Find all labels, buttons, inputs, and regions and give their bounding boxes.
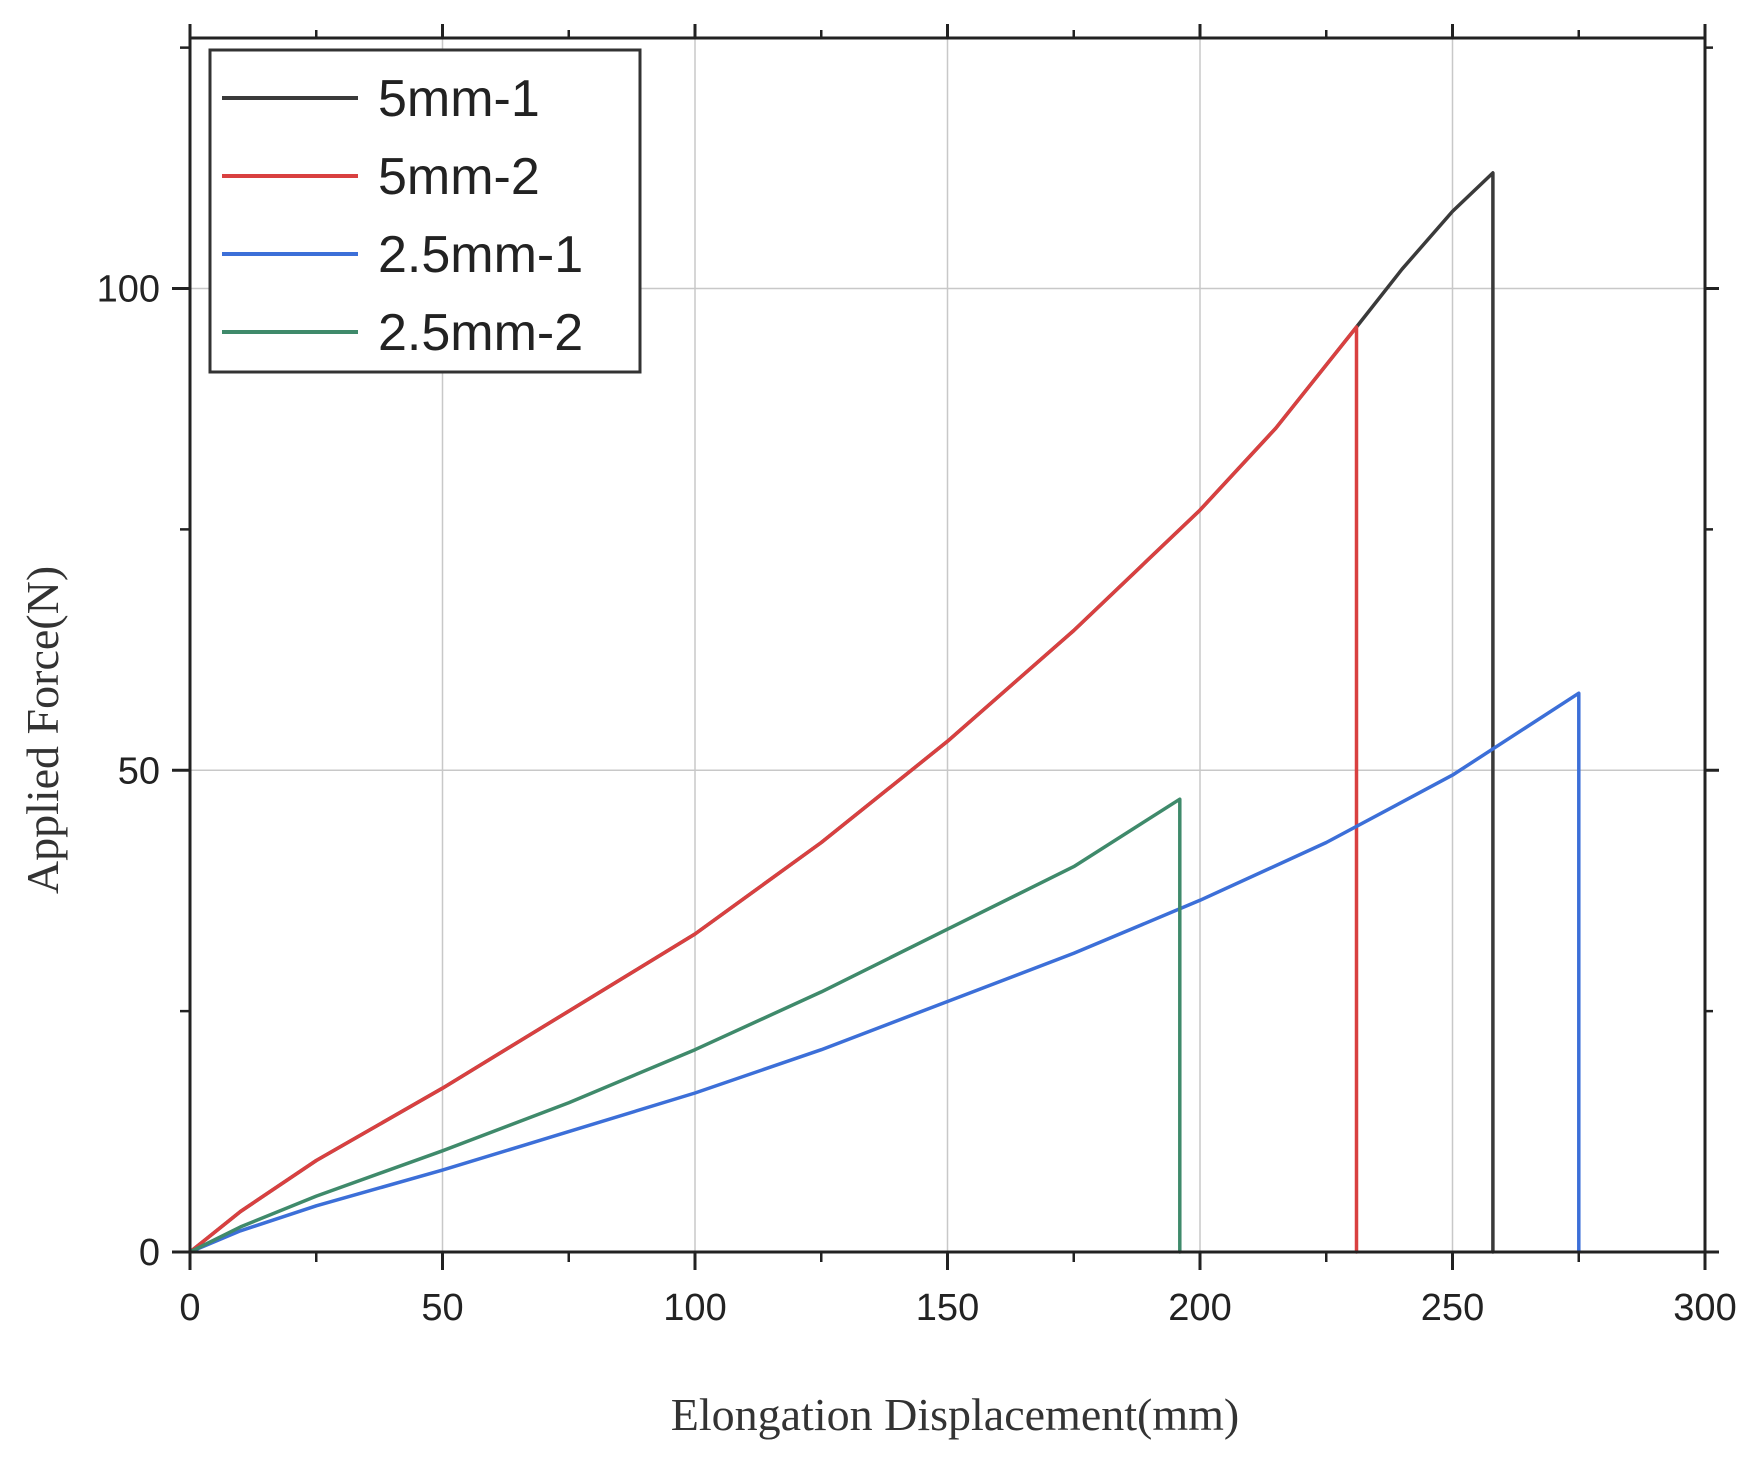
x-tick-label: 250 bbox=[1421, 1287, 1484, 1329]
legend-label-2.5mm-1: 2.5mm-1 bbox=[378, 226, 583, 284]
y-tick-labels: 0 50 100 bbox=[97, 269, 160, 1274]
x-axis-title: Elongation Displacement(mm) bbox=[671, 1389, 1239, 1440]
axis-ticks bbox=[172, 24, 1719, 1270]
x-tick-label: 50 bbox=[421, 1287, 463, 1329]
y-axis-title: Applied Force(N) bbox=[17, 566, 68, 894]
x-tick-label: 150 bbox=[916, 1287, 979, 1329]
legend: 5mm-1 5mm-2 2.5mm-1 2.5mm-2 bbox=[208, 48, 642, 374]
x-tick-labels: 0 50 100 150 200 250 300 bbox=[179, 1287, 1736, 1329]
y-tick-label: 50 bbox=[118, 750, 160, 792]
y-tick-label: 100 bbox=[97, 269, 160, 311]
legend-label-5mm-2: 5mm-2 bbox=[378, 148, 540, 206]
series-line-5mm-2 bbox=[188, 325, 1359, 1254]
y-tick-label: 0 bbox=[139, 1232, 160, 1274]
x-tick-label: 0 bbox=[179, 1287, 200, 1329]
legend-label-2.5mm-2: 2.5mm-2 bbox=[378, 304, 583, 362]
legend-box bbox=[208, 48, 642, 374]
x-tick-label: 100 bbox=[663, 1287, 726, 1329]
x-tick-label: 200 bbox=[1168, 1287, 1231, 1329]
series-line-2.5mm-1 bbox=[188, 691, 1581, 1254]
plot-lines bbox=[188, 171, 1581, 1254]
legend-label-5mm-1: 5mm-1 bbox=[378, 70, 540, 128]
series-line-2.5mm-2 bbox=[188, 797, 1182, 1254]
x-tick-label: 300 bbox=[1673, 1287, 1736, 1329]
